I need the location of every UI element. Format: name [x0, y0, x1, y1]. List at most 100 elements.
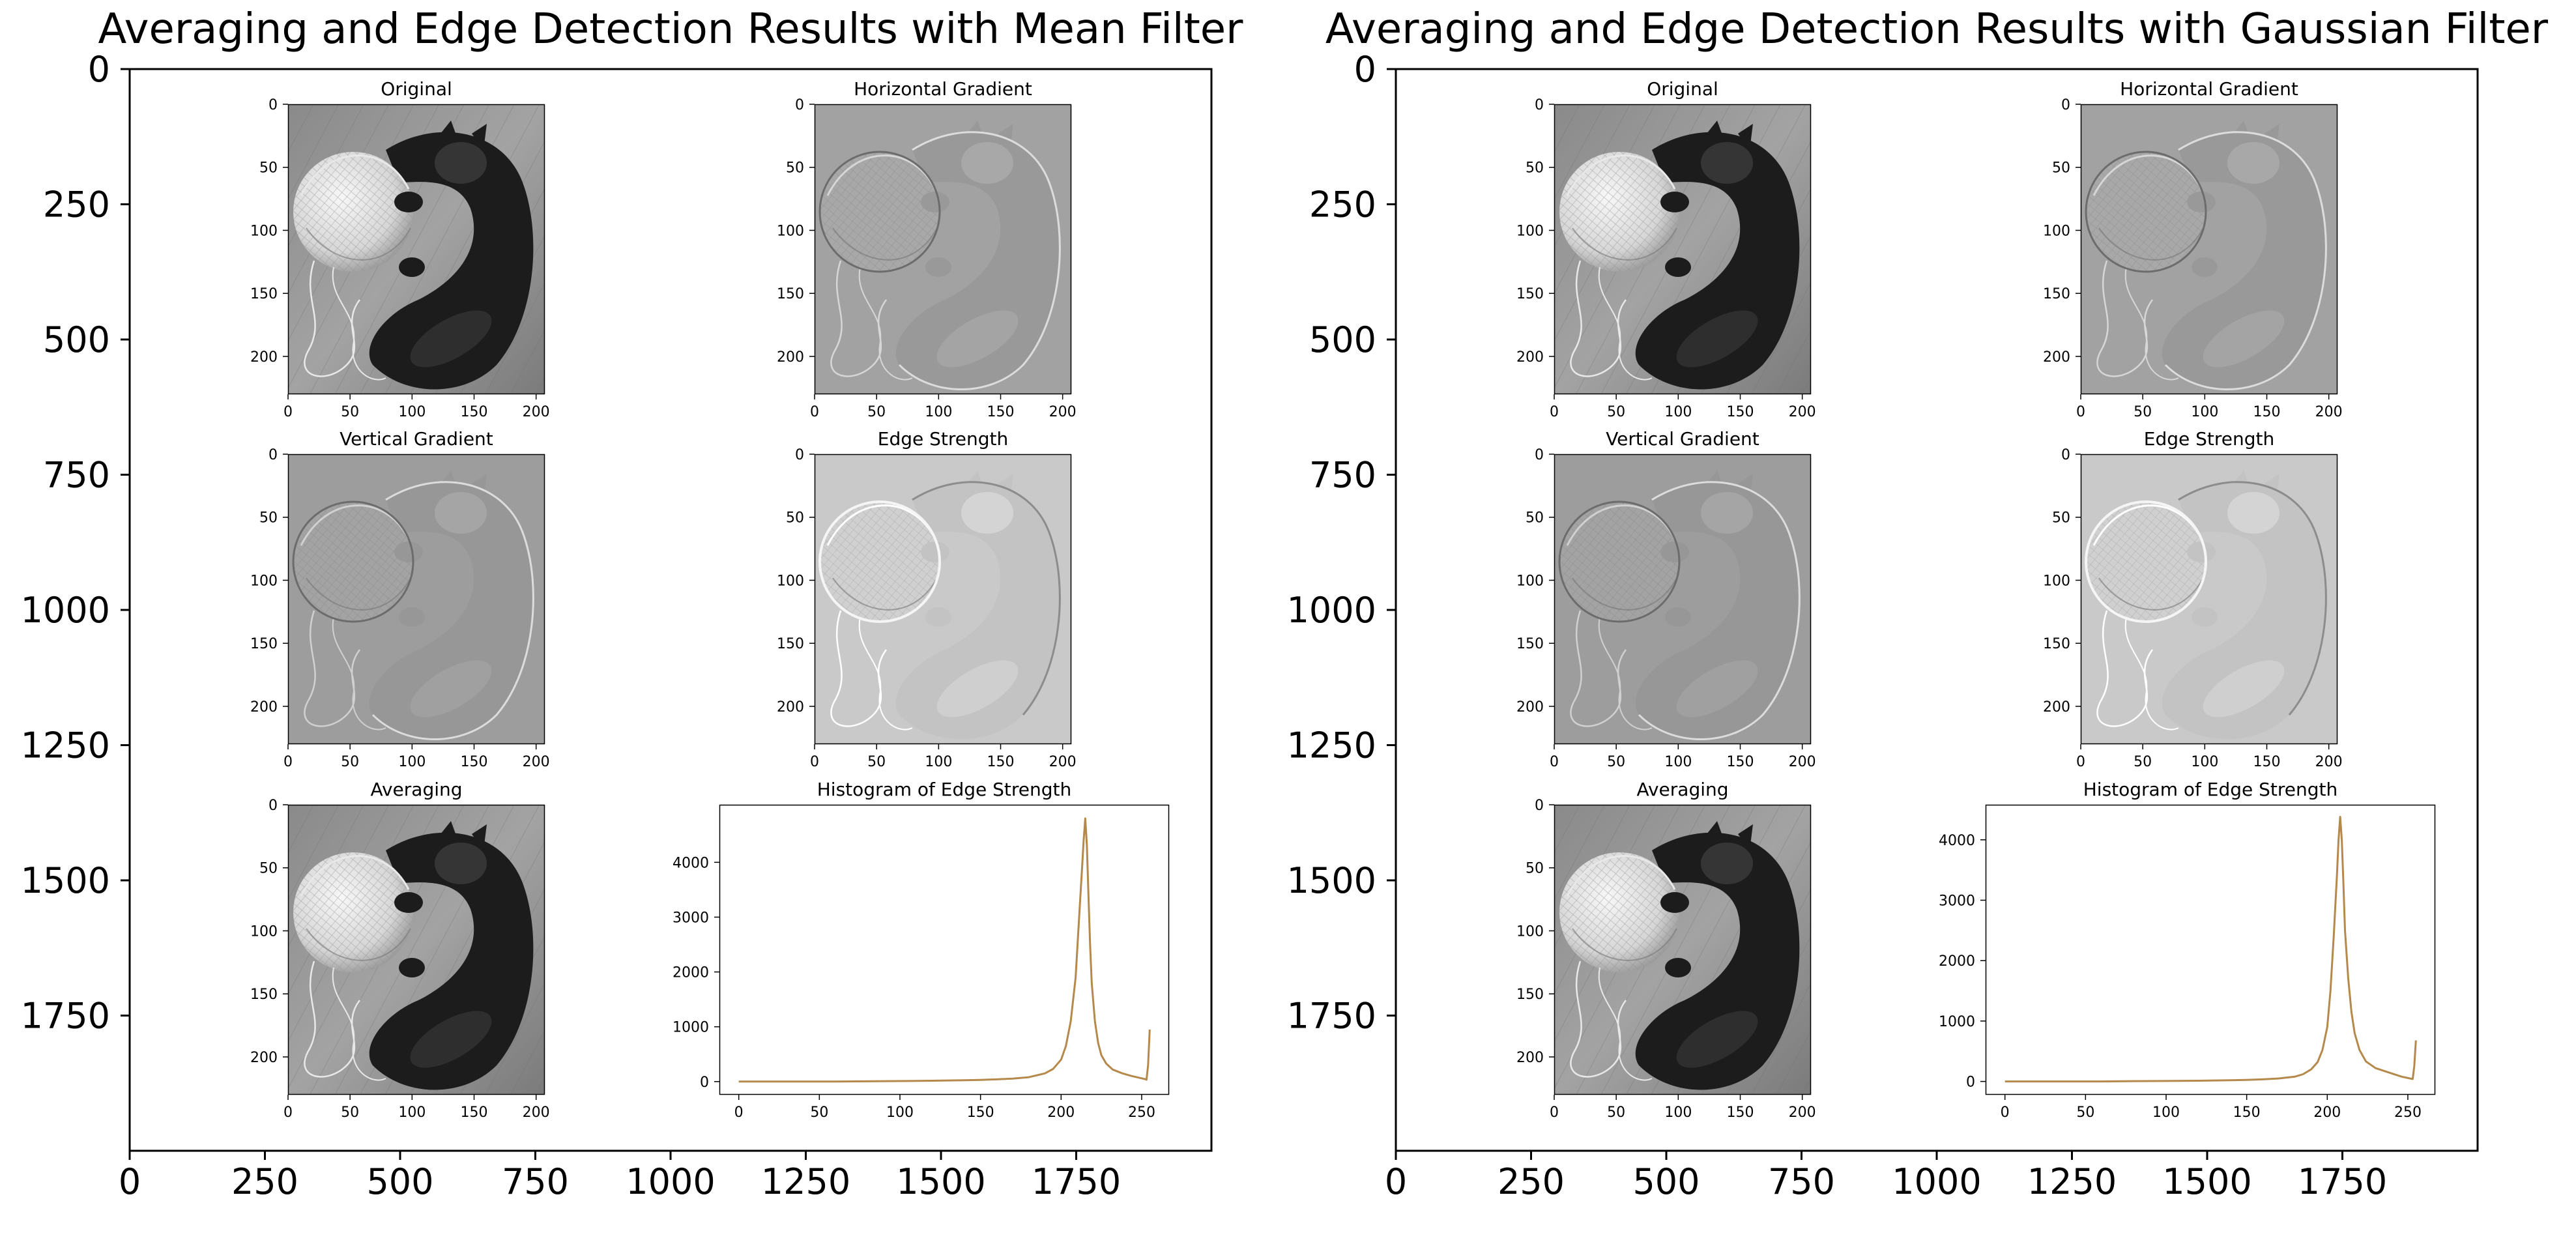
- y-tick-label: 150: [2043, 286, 2070, 302]
- yarn-mesh: [1559, 152, 1679, 272]
- y-tick-label: 150: [1516, 987, 1544, 1003]
- x-tick-label: 100: [2191, 404, 2218, 420]
- y-tick-label: 100: [2043, 223, 2070, 239]
- y-tick-label: 200: [777, 349, 804, 366]
- cat-body: [1635, 832, 1800, 1090]
- image-frame: [1554, 454, 1812, 745]
- x-tick-labels: 0 50 100 150 200: [1550, 744, 1816, 770]
- histogram-line: [738, 817, 1151, 1083]
- x-tick-label: 0: [810, 404, 819, 420]
- gradient-outline: [371, 481, 534, 740]
- cat-ears: [438, 121, 487, 150]
- y-tick-label: 0: [1535, 798, 1544, 814]
- figure-title: Averaging and Edge Detection Results wit…: [1325, 5, 2549, 53]
- histogram-frame: [1985, 804, 2436, 1095]
- outer-x-tick-label: 1500: [896, 1161, 985, 1202]
- x-tick-label: 150: [2253, 404, 2281, 420]
- cat-head-highlight: [1701, 843, 1753, 884]
- outer-y-tick-label: 750: [1309, 455, 1376, 496]
- cat-ears: [438, 470, 487, 500]
- cat-body: [2162, 482, 2326, 740]
- x-tick-label: 50: [341, 754, 359, 770]
- panel-title: Edge Strength: [2144, 428, 2274, 450]
- gradient-outline: [2085, 151, 2207, 273]
- y-tick-label: 150: [250, 286, 278, 302]
- panel-title: Edge Strength: [878, 428, 1008, 450]
- x-tick-label: 0: [1550, 404, 1559, 420]
- cat-ears: [964, 121, 1013, 150]
- outer-y-ticks: 0 250 500 750 1000 1250 1500 1750: [21, 49, 130, 1037]
- x-tick-label: 150: [987, 754, 1015, 770]
- yarn-strand: [306, 928, 411, 961]
- cat-image: [1554, 104, 1811, 394]
- outer-y-tick-label: 1750: [1287, 996, 1376, 1037]
- y-tick-labels: 0 1000 2000 3000 4000: [673, 855, 719, 1091]
- image-panel-vgrad: Vertical Gradient 0 50 100 150 200 0 50 100 150 20…: [250, 428, 550, 770]
- outer-y-tick-label: 1500: [21, 860, 110, 901]
- y-tick-label: 200: [250, 699, 278, 715]
- outer-y-tick-label: 1250: [1287, 725, 1376, 766]
- y-tick-label: 4000: [673, 855, 709, 871]
- yarn-strand: [300, 855, 410, 897]
- cat-paw: [2187, 542, 2216, 562]
- y-tick-label: 3000: [673, 910, 709, 926]
- image-panel-edge: Edge Strength 0 50 100 150 200 0 50 100 150 200: [2043, 428, 2343, 770]
- outer-y-ticks: 0 250 500 750 1000 1250 1500 1750: [1287, 49, 1396, 1037]
- y-tick-label: 150: [2043, 636, 2070, 652]
- x-tick-label: 150: [2253, 754, 2281, 770]
- cat-paw: [2187, 192, 2216, 212]
- cat-tail-highlight: [1676, 1011, 1758, 1068]
- y-tick-label: 0: [1966, 1075, 1975, 1091]
- x-tick-label: 200: [2315, 754, 2343, 770]
- x-tick-label: 50: [810, 1105, 828, 1121]
- x-tick-label: 200: [523, 1105, 550, 1121]
- x-tick-label: 0: [283, 404, 293, 420]
- panel-title: Averaging: [370, 779, 462, 800]
- outer-y-tick-label: 1000: [1287, 590, 1376, 631]
- figure-mean-filter: Averaging and Edge Detection Results wit…: [21, 5, 1244, 1202]
- cat-paw: [394, 192, 423, 212]
- cat-paw: [1660, 192, 1689, 212]
- x-tick-label: 50: [867, 404, 886, 420]
- image-frame: [2080, 454, 2338, 745]
- y-tick-label: 0: [2061, 447, 2070, 463]
- histogram-frame: [719, 804, 1170, 1095]
- x-tick-labels: 0 50 100 150 200: [283, 394, 550, 420]
- yarn-strand: [1572, 577, 1677, 611]
- x-tick-label: 200: [1047, 1105, 1075, 1121]
- y-tick-labels: 0 50 100 150 200: [2043, 97, 2081, 366]
- outer-x-ticks: 0 250 500 750 1000 1250 1500 1750: [119, 1151, 1121, 1202]
- x-tick-label: 50: [1607, 404, 1625, 420]
- yarn-strand: [2092, 154, 2203, 196]
- cat-paw: [394, 542, 423, 562]
- cat-head-highlight: [1701, 142, 1753, 184]
- outer-x-tick-label: 1000: [626, 1161, 715, 1202]
- x-tick-label: 50: [1607, 754, 1625, 770]
- yarn-mesh: [820, 152, 940, 272]
- yarn-strand: [832, 577, 938, 611]
- x-tick-label: 150: [2233, 1105, 2261, 1121]
- image-panel-original: Original 0 50 100 150 200 0 50 100 150 200: [250, 78, 550, 420]
- cat-tail-highlight: [936, 310, 1019, 368]
- y-tick-label: 200: [2043, 699, 2070, 715]
- histogram-line: [2004, 816, 2417, 1083]
- gradient-outline: [1558, 500, 1681, 623]
- panel-title: Original: [1647, 78, 1718, 100]
- y-tick-label: 50: [2052, 160, 2070, 177]
- panel-title: Horizontal Gradient: [854, 78, 1032, 100]
- x-tick-labels: 0 50 100 150 200: [810, 394, 1077, 420]
- cat-paw: [1660, 892, 1689, 913]
- y-tick-label: 200: [777, 699, 804, 715]
- y-tick-label: 0: [795, 97, 804, 113]
- y-tick-labels: 0 50 100 150 200: [250, 97, 288, 366]
- loose-string: [332, 616, 386, 730]
- yarn-strand: [1572, 928, 1677, 961]
- y-tick-labels: 0 50 100 150 200: [1516, 447, 1554, 715]
- outer-y-tick-label: 250: [43, 184, 110, 225]
- yarn-strand: [832, 227, 938, 261]
- cat-ears: [2231, 470, 2279, 500]
- histogram-panel: Histogram of Edge Strength 0 50 100 150 200 25…: [673, 779, 1170, 1121]
- y-tick-label: 3000: [1939, 893, 1975, 909]
- x-tick-label: 50: [2134, 754, 2152, 770]
- outer-y-tick-label: 1250: [21, 725, 110, 766]
